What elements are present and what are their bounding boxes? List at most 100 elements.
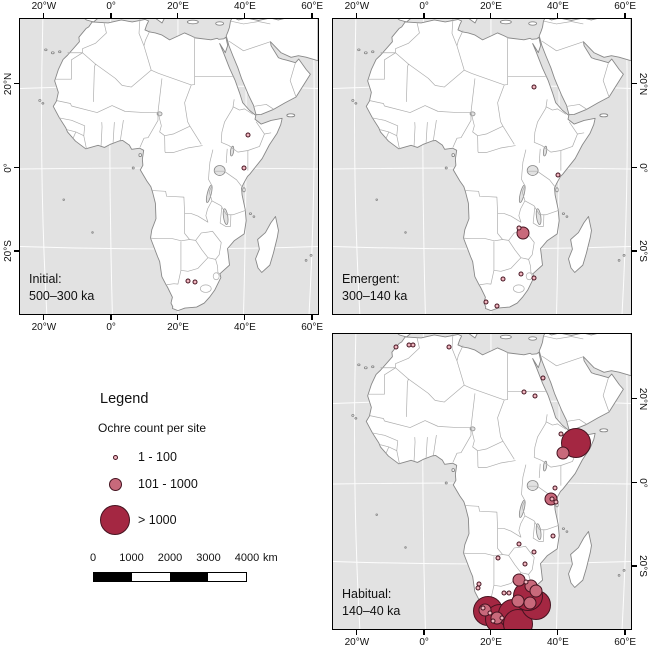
- axis-tick: [556, 13, 559, 18]
- site-marker-small: [500, 276, 506, 282]
- site-marker-small: [552, 485, 558, 491]
- axis-tick: [243, 315, 246, 320]
- site-marker-small: [550, 533, 556, 539]
- axis-label-y: 20°S: [3, 240, 14, 263]
- map-panel-emergent: 20°W 0° 20°E 40°E 60°E 20°N 0° 20°S Emergent: 300…: [332, 1, 648, 315]
- axis-label-x: 0°: [106, 322, 116, 333]
- legend-circle-small: [112, 454, 118, 460]
- site-marker-small: [494, 303, 500, 309]
- site-marker-small: [245, 132, 251, 138]
- axis-tick: [14, 166, 19, 169]
- site-marker-small: [487, 610, 493, 616]
- legend-subtitle: Ochre count per site: [98, 421, 207, 435]
- axis-label-y: 20°N: [637, 72, 648, 96]
- axis-tick: [632, 250, 637, 252]
- scale-bar-segment: [94, 573, 132, 581]
- axis-tick: [489, 630, 492, 635]
- legend-item-large: > 1000: [98, 499, 288, 541]
- axis-tick: [243, 13, 246, 18]
- axis-tick: [110, 315, 112, 320]
- legend-item-small: 1 - 100: [98, 445, 288, 469]
- site-marker-small: [495, 555, 501, 561]
- axis-tick: [632, 565, 637, 567]
- axis-label-x: 40°E: [546, 1, 569, 12]
- scale-bar-tick-label: 4000: [234, 552, 260, 564]
- site-marker-small: [192, 279, 198, 285]
- site-marker-small: [553, 499, 559, 505]
- site-marker-small: [483, 299, 489, 305]
- axis-tick: [14, 250, 19, 252]
- axis-label-x: 60°E: [614, 1, 636, 12]
- axis-tick: [624, 630, 626, 635]
- scale-bar-segment: [170, 573, 208, 581]
- axis-tick: [632, 481, 637, 484]
- axis-label-x: 60°E: [614, 637, 636, 648]
- axis-label-x: 20°E: [480, 637, 502, 648]
- period-label-initial: Initial: 500–300 ka: [29, 271, 95, 304]
- site-marker-small: [185, 278, 191, 284]
- axis-label-y: 20°N: [3, 72, 14, 96]
- axis-label-x: 40°E: [546, 637, 569, 648]
- axis-tick: [355, 13, 358, 18]
- site-marker-small: [490, 618, 496, 624]
- site-marker-small: [532, 393, 538, 399]
- axis-tick: [311, 315, 313, 320]
- axis-label-y: 0°: [3, 163, 14, 173]
- scale-bar-tick-label: 0: [89, 552, 97, 564]
- scale-bar-unit: km: [263, 552, 278, 564]
- axis-label-x: 20°W: [31, 322, 57, 333]
- axis-tick: [42, 13, 45, 18]
- site-marker-small: [446, 344, 452, 350]
- site-marker-small: [522, 561, 528, 566]
- axis-tick: [311, 13, 313, 18]
- axis-tick: [632, 166, 637, 169]
- site-marker-small: [521, 389, 527, 395]
- axis-tick: [355, 630, 358, 635]
- axis-label-x: 20°W: [31, 1, 57, 12]
- axis-tick: [110, 13, 112, 18]
- axis-label-x: 20°W: [344, 1, 370, 12]
- legend-item-label: 1 - 100: [138, 450, 177, 464]
- site-marker-small: [518, 271, 524, 277]
- site-marker-small: [499, 615, 505, 621]
- site-marker-small: [555, 172, 561, 178]
- site-marker-small: [540, 375, 546, 381]
- scale-bar: km 0 1000 2000 3000 4000: [89, 552, 293, 588]
- axis-label-x: 60°E: [301, 1, 323, 12]
- site-marker-small: [549, 496, 555, 502]
- axis-label-x: 20°W: [344, 637, 370, 648]
- legend-circle-medium: [108, 477, 122, 491]
- axis-tick: [632, 397, 637, 400]
- site-marker-small: [531, 275, 537, 281]
- scale-bar-segment: [132, 573, 170, 581]
- axis-tick: [489, 13, 492, 18]
- axis-label-y: 20°N: [637, 387, 648, 411]
- axis-tick: [556, 630, 559, 635]
- map-canvas-habitual: Habitual: 140–40 ka: [332, 333, 632, 630]
- site-marker-small: [531, 84, 537, 90]
- axis-label-x: 0°: [419, 1, 429, 12]
- axis-label-y: 0°: [637, 478, 648, 488]
- site-marker-small: [506, 590, 512, 596]
- axis-tick: [42, 315, 45, 320]
- site-marker-small: [516, 225, 522, 231]
- axis-tick: [423, 13, 425, 18]
- scale-bar-segment: [208, 573, 246, 581]
- site-marker-small: [558, 431, 564, 437]
- axis-label-x: 20°E: [167, 322, 189, 333]
- period-label-emergent: Emergent: 300–140 ka: [342, 271, 408, 304]
- scale-bar-tick-label: 3000: [196, 552, 221, 564]
- axis-tick: [423, 630, 425, 635]
- legend: Legend Ochre count per site 1 - 100 101 -…: [98, 391, 288, 541]
- legend-circle-large: [100, 505, 130, 535]
- site-marker-small: [523, 579, 529, 584]
- map-canvas-emergent: Emergent: 300–140 ka: [332, 18, 632, 315]
- site-marker-small: [393, 344, 399, 350]
- axis-label-x: 40°E: [233, 1, 256, 12]
- site-marker-small: [241, 165, 247, 171]
- site-marker-small: [501, 590, 507, 596]
- axis-tick: [14, 82, 19, 85]
- map-panel-habitual: 20°W 0° 20°E 40°E 60°E 20°N 0° 20°S Habitual: 140…: [332, 333, 648, 648]
- map-panel-initial: 20°W 20°W 0° 0° 20°E 20°E 40°E 40°E 60°E 60°E 20°N…: [3, 1, 323, 333]
